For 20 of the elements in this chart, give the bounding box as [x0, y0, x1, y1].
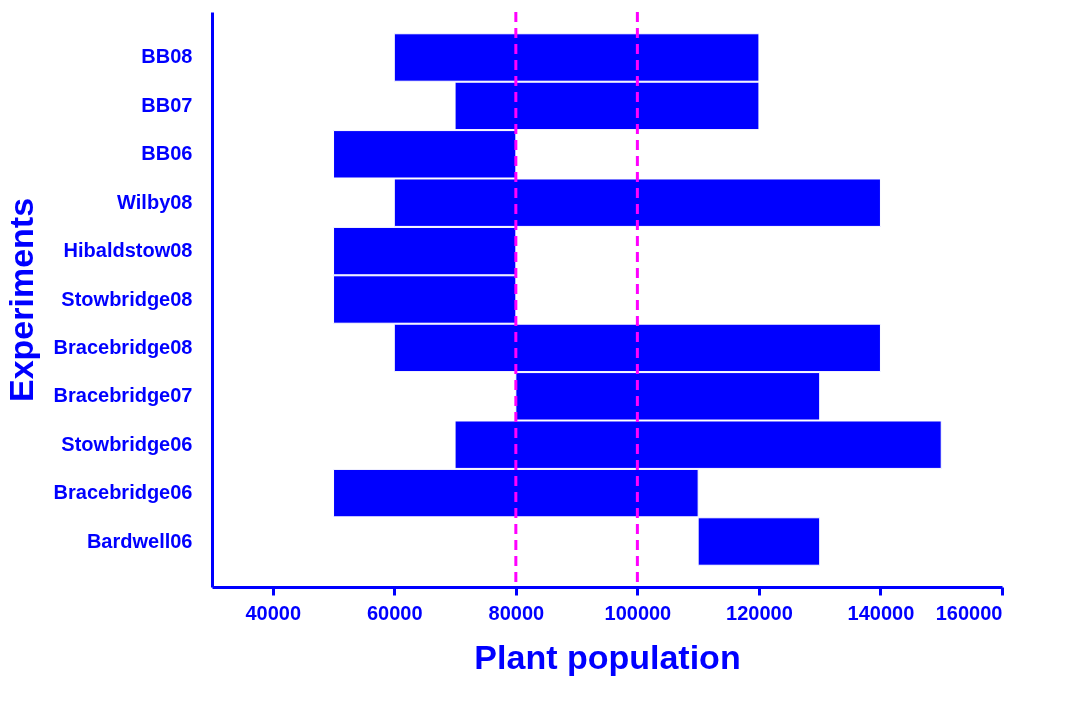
- y-tick-label: Bracebridge08: [53, 335, 193, 358]
- x-tick-label: 140000: [847, 601, 915, 624]
- y-tick-label: BB07: [141, 93, 193, 116]
- y-tick-label: Stowbridge08: [61, 287, 193, 310]
- y-tick-label: BB06: [141, 142, 193, 165]
- y-tick-label: Bracebridge06: [53, 481, 193, 504]
- x-tick-label: 60000: [367, 601, 423, 624]
- y-axis-title: Experiments: [1, 197, 40, 403]
- y-tick-label: Hibaldstow08: [63, 239, 193, 262]
- x-tick-label: 80000: [488, 601, 545, 624]
- y-tick-label: BB08: [141, 45, 193, 68]
- y-tick-label: Bracebridge07: [53, 384, 193, 407]
- x-tick-label: 160000: [935, 601, 1003, 624]
- x-tick-label: 40000: [245, 601, 302, 624]
- x-axis-title: Plant population: [474, 637, 741, 676]
- y-tick-label: Bardwell06: [86, 529, 193, 552]
- y-tick-label: Wilby08: [117, 190, 193, 213]
- x-tick-label: 120000: [726, 601, 793, 624]
- y-tick-label: Stowbridge06: [61, 432, 193, 455]
- x-tick-label: 100000: [604, 601, 672, 624]
